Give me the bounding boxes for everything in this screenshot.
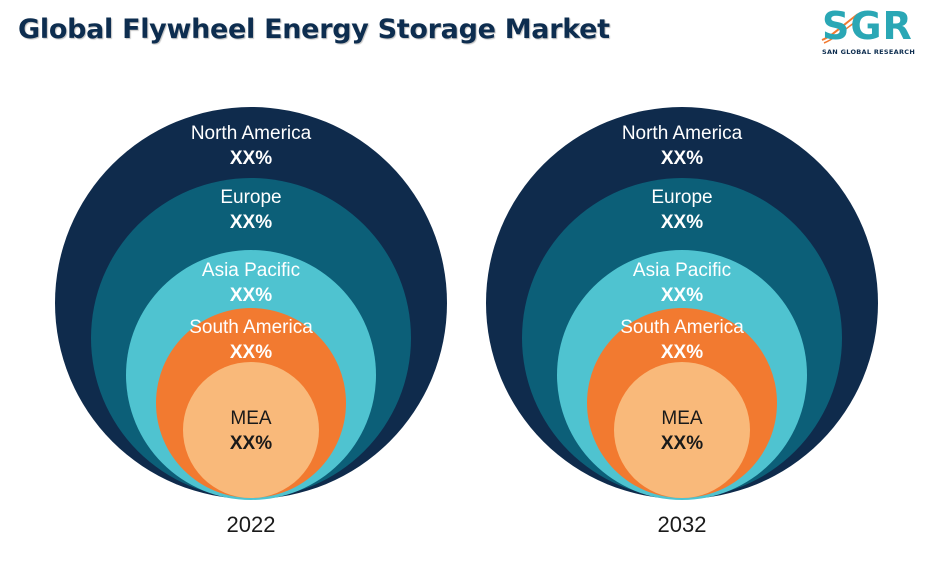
diagram-2022: North America XX% Europe XX% Asia Pacifi… — [55, 107, 447, 537]
region-label: South America — [620, 317, 744, 338]
region-value: XX% — [661, 148, 703, 169]
region-value: XX% — [661, 212, 703, 233]
page-title: Global Flywheel Energy Storage Market — [18, 14, 610, 45]
diagram-2032: North America XX% Europe XX% Asia Pacifi… — [486, 107, 878, 537]
region-label: Asia Pacific — [202, 260, 300, 281]
region-label: North America — [191, 123, 312, 144]
sgr-logo-swoosh-icon — [821, 13, 859, 44]
region-label: South America — [189, 317, 313, 338]
ring-mea — [183, 362, 319, 498]
sgr-logo: SGR SAN GLOBAL RESEARCH — [812, 4, 922, 60]
ring-mea — [614, 362, 750, 498]
region-value: XX% — [230, 148, 272, 169]
region-value: XX% — [230, 342, 272, 363]
region-value: XX% — [661, 285, 703, 306]
region-label: MEA — [230, 408, 272, 429]
region-value: XX% — [661, 342, 703, 363]
region-value: XX% — [230, 285, 272, 306]
region-label: Europe — [220, 187, 281, 208]
region-label: Europe — [651, 187, 712, 208]
year-label: 2022 — [227, 512, 276, 537]
region-label: Asia Pacific — [633, 260, 731, 281]
logo-subtitle: SAN GLOBAL RESEARCH — [822, 48, 916, 56]
region-value: XX% — [661, 433, 703, 454]
logo-letters: SGR — [822, 4, 913, 48]
region-value: XX% — [230, 433, 272, 454]
region-label: MEA — [661, 408, 703, 429]
region-label: North America — [622, 123, 743, 144]
region-value: XX% — [230, 212, 272, 233]
year-label: 2032 — [658, 512, 707, 537]
